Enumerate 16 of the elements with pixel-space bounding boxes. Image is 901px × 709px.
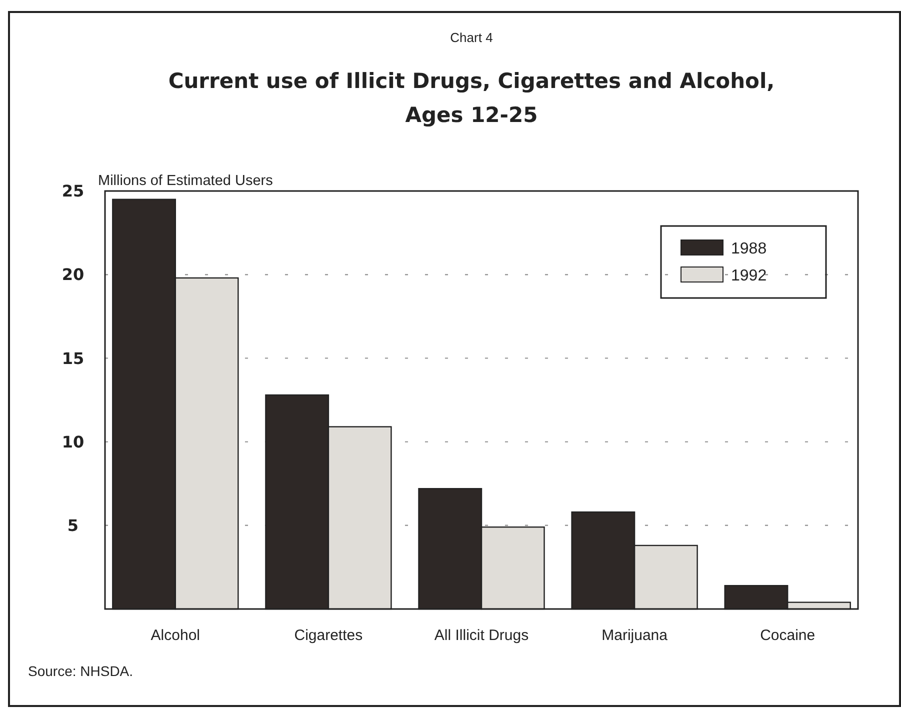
y-tick-label: 15 bbox=[62, 348, 84, 368]
y-axis-title: Millions of Estimated Users bbox=[98, 173, 273, 189]
caption: Chart 4 bbox=[450, 30, 493, 45]
x-tick-label: Cigarettes bbox=[294, 627, 363, 644]
x-tick-label: Cocaine bbox=[760, 627, 816, 644]
x-tick-label: Marijuana bbox=[602, 627, 668, 644]
legend-label: 1988 bbox=[731, 240, 767, 258]
y-tick-label: 25 bbox=[62, 182, 84, 201]
y-tick-label: 5 bbox=[67, 516, 79, 535]
y-tick-label: 10 bbox=[62, 432, 84, 452]
x-tick-label: All Illicit Drugs bbox=[434, 627, 529, 644]
source-note: Source: NHSDA. bbox=[28, 663, 134, 679]
y-tick-label: 20 bbox=[62, 265, 84, 284]
x-tick-label: Alcohol bbox=[150, 627, 200, 644]
legend-label: 1992 bbox=[731, 268, 767, 285]
chart-title: Current use of Illicit Drugs, Cigarettes and Alcohol, Ages 12-25 bbox=[168, 69, 775, 127]
